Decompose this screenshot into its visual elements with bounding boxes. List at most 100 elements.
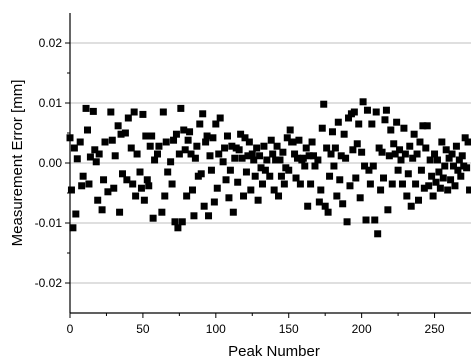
data-point	[412, 181, 419, 188]
data-point	[110, 185, 117, 192]
data-point	[357, 194, 364, 201]
data-point	[411, 131, 418, 138]
data-point	[125, 115, 132, 122]
data-point	[380, 175, 387, 182]
data-point	[259, 181, 266, 188]
data-point	[84, 127, 91, 134]
data-point	[132, 193, 139, 200]
data-point	[457, 173, 464, 180]
y-tick-label: -0.02	[35, 276, 63, 290]
data-point	[384, 206, 391, 213]
data-point	[150, 215, 157, 222]
data-point	[199, 110, 206, 117]
data-point	[78, 182, 85, 189]
data-point	[192, 155, 199, 162]
data-point	[434, 157, 441, 164]
data-point	[399, 181, 406, 188]
data-point	[231, 155, 238, 162]
data-point	[451, 182, 458, 189]
data-point	[269, 151, 276, 158]
data-point	[158, 209, 165, 216]
data-point	[220, 158, 227, 165]
data-point	[167, 158, 174, 165]
data-point	[96, 151, 103, 158]
data-point	[206, 152, 213, 159]
data-point	[225, 194, 232, 201]
data-point	[275, 193, 282, 200]
data-point	[403, 193, 410, 200]
data-point	[255, 197, 262, 204]
data-point	[90, 108, 97, 115]
data-point	[274, 143, 281, 150]
data-point	[427, 157, 434, 164]
data-point	[196, 121, 203, 128]
data-point	[466, 187, 471, 194]
data-point	[93, 158, 100, 165]
data-point	[330, 163, 337, 170]
data-point	[205, 212, 212, 219]
data-point	[131, 109, 138, 116]
data-point	[99, 206, 106, 213]
data-point	[161, 193, 168, 200]
data-point	[433, 179, 440, 186]
data-point	[94, 197, 101, 204]
data-point	[252, 173, 259, 180]
data-point	[215, 151, 222, 158]
data-point	[311, 163, 318, 170]
data-point	[379, 149, 386, 156]
data-point	[170, 137, 177, 144]
data-point	[335, 119, 342, 126]
data-point	[349, 146, 356, 153]
data-point	[295, 137, 302, 144]
data-point	[256, 152, 263, 159]
data-point	[186, 128, 193, 135]
y-tick-label: 0.01	[39, 96, 63, 110]
y-axis-label: Measurement Error [mm]	[9, 80, 26, 247]
data-point	[406, 143, 413, 150]
data-point	[68, 187, 75, 194]
data-point	[85, 181, 92, 188]
data-point	[285, 167, 292, 174]
data-point	[363, 217, 370, 224]
data-point	[297, 181, 304, 188]
data-point	[249, 151, 256, 158]
data-point	[465, 139, 471, 146]
data-point	[190, 212, 197, 219]
data-point	[400, 125, 407, 132]
data-point	[328, 151, 335, 158]
data-point	[326, 173, 333, 180]
gridlines	[70, 43, 471, 283]
data-point	[262, 167, 269, 174]
data-point	[329, 128, 336, 135]
data-point	[346, 182, 353, 189]
data-point	[447, 176, 454, 183]
data-point	[100, 176, 107, 183]
data-point	[246, 139, 253, 146]
data-point	[122, 130, 129, 137]
data-point	[393, 119, 400, 126]
x-tick-label: 0	[67, 322, 74, 336]
data-point	[266, 173, 273, 180]
data-point	[354, 140, 361, 147]
data-point	[438, 139, 445, 146]
data-point	[148, 133, 155, 140]
data-point	[304, 203, 311, 210]
data-point	[189, 187, 196, 194]
data-point	[185, 137, 192, 144]
data-point	[368, 121, 375, 128]
data-point	[314, 157, 321, 164]
data-point	[211, 199, 218, 206]
data-point	[367, 181, 374, 188]
data-point	[234, 179, 241, 186]
data-point	[444, 187, 451, 194]
data-point	[287, 127, 294, 134]
data-point	[344, 218, 351, 225]
data-point	[212, 121, 219, 128]
data-point	[177, 105, 184, 112]
y-tick-label: 0.02	[39, 36, 63, 50]
data-point	[351, 109, 358, 116]
data-point	[129, 181, 136, 188]
data-point	[373, 109, 380, 116]
data-point	[223, 176, 230, 183]
